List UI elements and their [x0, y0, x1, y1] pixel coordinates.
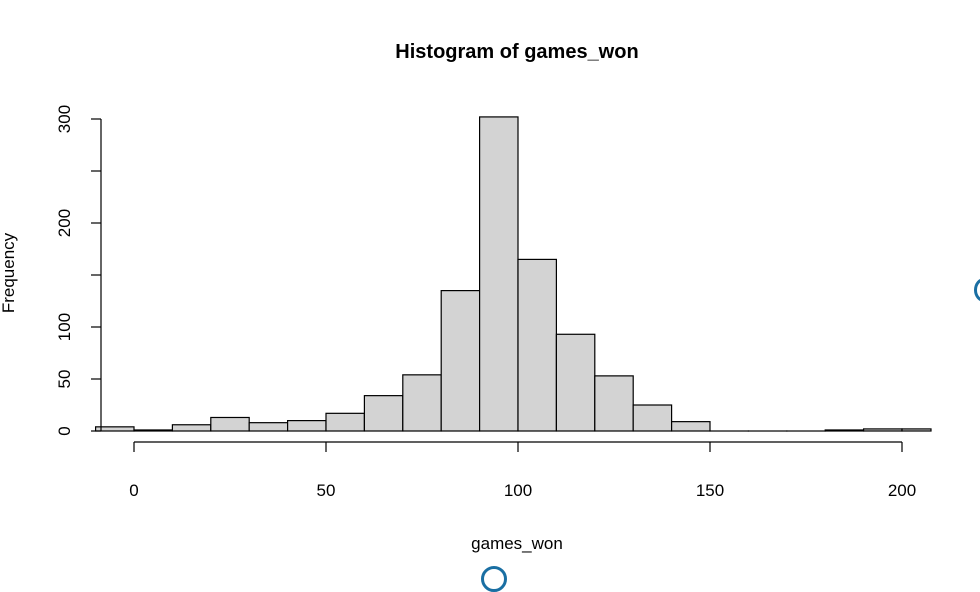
histogram-bar	[441, 291, 479, 431]
histogram-bar	[556, 334, 594, 431]
y-axis-label: Frequency	[0, 232, 18, 313]
histogram-bar	[480, 117, 518, 431]
histogram-bar	[518, 259, 556, 431]
x-axis: 0 50 100 150 200	[129, 442, 916, 500]
histogram-bar	[364, 396, 402, 431]
histogram-bar	[595, 376, 633, 431]
histogram-bar	[172, 425, 210, 431]
x-tick-label: 200	[888, 481, 916, 500]
histogram-chart: Histogram of games_won 0 50 100 150 200 0 50 1…	[0, 0, 980, 580]
scroll-indicator-circle-bottom[interactable]	[481, 566, 507, 592]
histogram-bar	[249, 423, 287, 431]
histogram-bar	[403, 375, 441, 431]
y-axis: 0 50 100 200 300	[55, 105, 101, 436]
histogram-bar	[288, 421, 326, 431]
histogram-bar	[633, 405, 671, 431]
x-tick-label: 100	[504, 481, 532, 500]
bars-group	[96, 117, 931, 431]
histogram-bar	[326, 413, 364, 431]
y-tick-label: 300	[55, 105, 74, 133]
x-tick-label: 150	[696, 481, 724, 500]
x-tick-label: 50	[317, 481, 336, 500]
y-tick-label: 200	[55, 209, 74, 237]
y-tick-label: 0	[55, 426, 74, 435]
x-axis-label: games_won	[471, 534, 563, 553]
x-tick-label: 0	[129, 481, 138, 500]
y-tick-label: 100	[55, 313, 74, 341]
histogram-bar	[902, 429, 931, 431]
chart-title: Histogram of games_won	[395, 41, 638, 63]
histogram-bar	[134, 430, 172, 431]
y-tick-label: 50	[55, 370, 74, 389]
histogram-bar	[864, 429, 902, 431]
histogram-bar	[672, 422, 710, 431]
histogram-bar	[211, 417, 249, 431]
histogram-bar	[825, 430, 863, 431]
